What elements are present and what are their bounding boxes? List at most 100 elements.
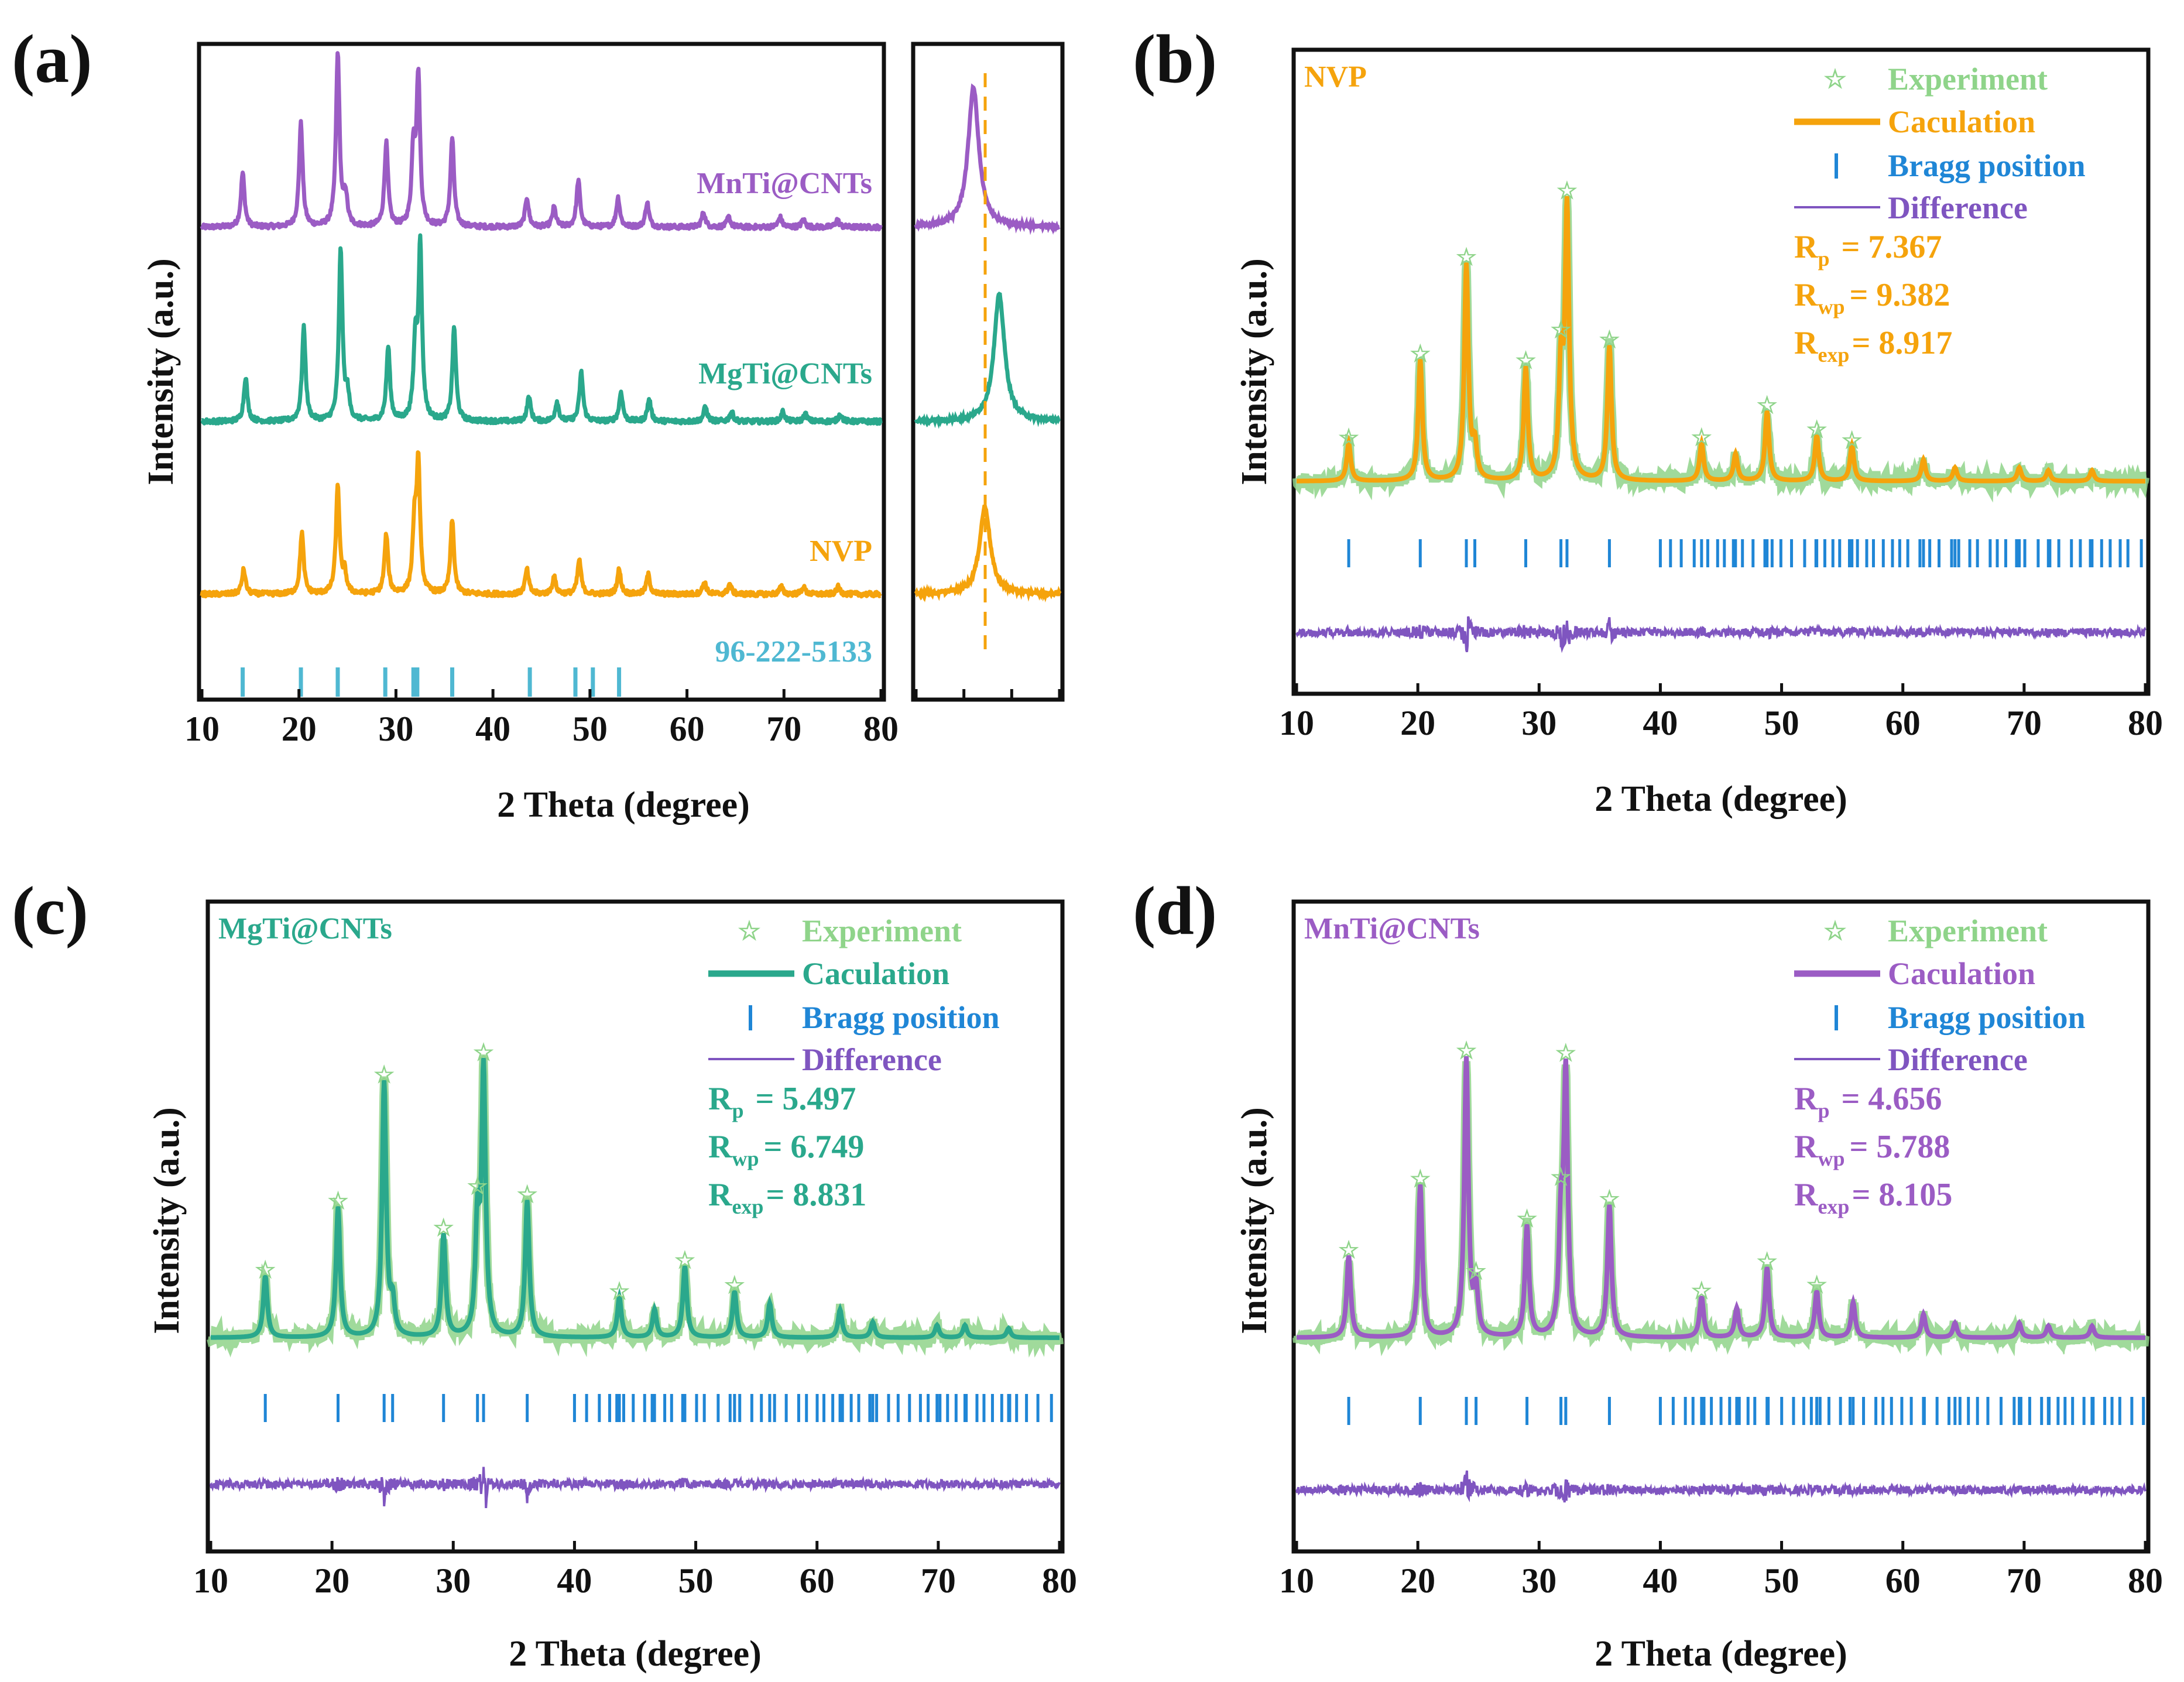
panel-b-stats: Rp = 7.367 Rwp = 9.382 Rexp= 8.917 (1794, 229, 1952, 366)
series-label-mnti: MnTi@CNTs (697, 167, 872, 200)
legend-bragg: Bragg position (1888, 148, 2086, 183)
panel-a-series (200, 51, 883, 599)
x-tick-label: 70 (921, 1561, 956, 1600)
panel-c-series: ☆ ☆ ☆ ☆ ☆ ☆ ☆ ☆ ☆ ☆ (207, 1039, 1064, 1509)
legend-experiment: Experiment (802, 913, 962, 948)
experiment-star: ☆ (724, 1272, 745, 1299)
calculation-line (211, 1057, 1060, 1340)
experiment-star: ☆ (1757, 1248, 1778, 1275)
panel-d-x-title: 2 Theta (degree) (1595, 1634, 1847, 1674)
panel-c-sample-label: MgTi@CNTs (218, 912, 392, 946)
panel-c-stats: Rp = 5.497 Rwp = 6.749 Rexp= 8.831 (708, 1081, 866, 1218)
panel-b-x-ticks: 10 20 30 40 50 60 70 80 (1279, 683, 2163, 742)
panel-d-stats: Rp = 4.656 Rwp = 5.788 Rexp= 8.105 (1794, 1081, 1952, 1218)
x-tick-label: 50 (1764, 704, 1799, 742)
experiment-star: ☆ (1599, 1186, 1620, 1212)
panel-a-x-ticks: 10 20 30 40 50 60 70 80 (184, 689, 1061, 748)
experiment-star: ☆ (1410, 1166, 1431, 1192)
experiment-star: ☆ (473, 1039, 494, 1066)
x-tick-label: 40 (1643, 704, 1678, 742)
x-tick-label: 20 (282, 710, 317, 748)
x-tick-label: 20 (314, 1561, 349, 1600)
experiment-star: ☆ (1806, 416, 1828, 443)
panel-a-reference-ticks (241, 667, 622, 697)
pattern-line (200, 233, 883, 426)
legend-experiment-marker: ☆ (738, 917, 760, 946)
experiment-star: ☆ (373, 1061, 395, 1088)
panel-d-plot-frame (1291, 899, 2151, 1554)
panel-c: (c) MgTi@CNTs ☆ ☆ ☆ ☆ ☆ ☆ ☆ ☆ ☆ ☆ ☆ Experiment Ca… (12, 872, 1077, 1674)
panel-b-x-title: 2 Theta (degree) (1595, 779, 1847, 819)
x-tick-label: 40 (475, 710, 510, 748)
experiment-star: ☆ (1456, 244, 1477, 270)
legend-experiment-marker: ☆ (1823, 917, 1846, 946)
panel-b-y-title: Intensity (a.u.) (1235, 258, 1274, 485)
x-tick-label: 80 (2128, 1561, 2163, 1600)
panel-a-y-title: Intensity (a.u.) (141, 258, 181, 485)
x-tick-label: 50 (1764, 1561, 1799, 1600)
panel-c-y-title: Intensity (a.u.) (147, 1107, 187, 1334)
experiment-star: ☆ (1517, 1205, 1538, 1232)
experiment-star: ☆ (433, 1214, 454, 1241)
panel-b-legend: ☆ Experiment Caculation Bragg position D… (1794, 61, 2086, 225)
experiment-star: ☆ (517, 1181, 538, 1208)
stat-rp: Rp = 7.367 (1794, 229, 1942, 270)
x-tick-label: 10 (184, 710, 220, 748)
panel-d-y-title: Intensity (a.u.) (1235, 1107, 1274, 1334)
experiment-star: ☆ (1555, 1040, 1576, 1066)
x-tick-label: 10 (1279, 1561, 1314, 1600)
difference-line (1295, 1470, 2147, 1503)
panel-b-sample-label: NVP (1304, 60, 1367, 94)
x-tick-label: 60 (800, 1561, 835, 1600)
series-label-mgti: MgTi@CNTs (698, 357, 872, 390)
x-tick-label: 70 (2007, 1561, 2042, 1600)
experiment-star: ☆ (1410, 340, 1431, 366)
x-tick-label: 60 (1885, 1561, 1921, 1600)
experiment-star: ☆ (1516, 347, 1537, 374)
experiment-star: ☆ (1599, 327, 1620, 353)
experiment-trace (1292, 1061, 2149, 1357)
x-tick-label: 30 (1521, 704, 1556, 742)
x-tick-label: 80 (1042, 1561, 1077, 1600)
legend-bragg: Bragg position (1888, 1000, 2086, 1035)
panel-c-x-ticks: 10 20 30 40 50 60 70 80 (193, 1541, 1077, 1600)
panel-d: (d) MnTi@CNTs ☆ ☆ ☆ ☆ ☆ ☆ ☆ ☆ ☆ ☆ ☆ ☆ Experiment C… (1133, 872, 2163, 1674)
panel-a-plot-frame (197, 42, 886, 702)
experiment-star: ☆ (467, 1173, 488, 1199)
legend-difference: Difference (1888, 190, 2028, 225)
x-tick-label: 80 (2128, 704, 2163, 742)
stat-rwp: Rwp = 9.382 (1794, 277, 1950, 318)
experiment-star: ☆ (1551, 317, 1572, 343)
calculation-line (1297, 1056, 2145, 1340)
series-label-nvp: NVP (810, 535, 872, 568)
experiment-star: ☆ (328, 1188, 349, 1214)
stat-rexp: Rexp= 8.917 (1794, 325, 1952, 366)
experiment-star: ☆ (1338, 1236, 1359, 1263)
experiment-trace (207, 1054, 1064, 1358)
x-tick-label: 70 (766, 710, 801, 748)
reference-label: 96-222-5133 (715, 635, 872, 669)
stat-rexp: Rexp= 8.831 (708, 1177, 866, 1218)
stat-rp: Rp = 5.497 (708, 1081, 856, 1122)
panel-c-plot-frame (205, 899, 1065, 1554)
difference-line (1295, 616, 2147, 653)
x-tick-label: 80 (863, 710, 899, 748)
legend-bragg: Bragg position (802, 1000, 1000, 1035)
experiment-star: ☆ (1456, 1037, 1477, 1064)
experiment-star: ☆ (1691, 1277, 1712, 1304)
calculation-line (1297, 196, 2145, 484)
x-tick-label: 70 (2007, 704, 2042, 742)
panel-c-x-title: 2 Theta (degree) (509, 1634, 762, 1674)
legend-difference: Difference (1888, 1042, 2028, 1077)
panel-a-label: (a) (12, 20, 92, 97)
x-tick-label: 50 (572, 710, 608, 748)
experiment-star: ☆ (1466, 1258, 1487, 1284)
pattern-line (200, 450, 882, 599)
panel-d-series: ☆ ☆ ☆ ☆ ☆ ☆ ☆ ☆ ☆ ☆ ☆ (1292, 1037, 2149, 1503)
panel-a-zoom-series (914, 83, 1062, 603)
legend-experiment: Experiment (1888, 61, 2048, 97)
x-tick-label: 30 (436, 1561, 471, 1600)
x-tick-label: 60 (1885, 704, 1921, 742)
stat-rwp: Rwp = 6.749 (708, 1129, 864, 1170)
pattern-line (200, 51, 883, 232)
